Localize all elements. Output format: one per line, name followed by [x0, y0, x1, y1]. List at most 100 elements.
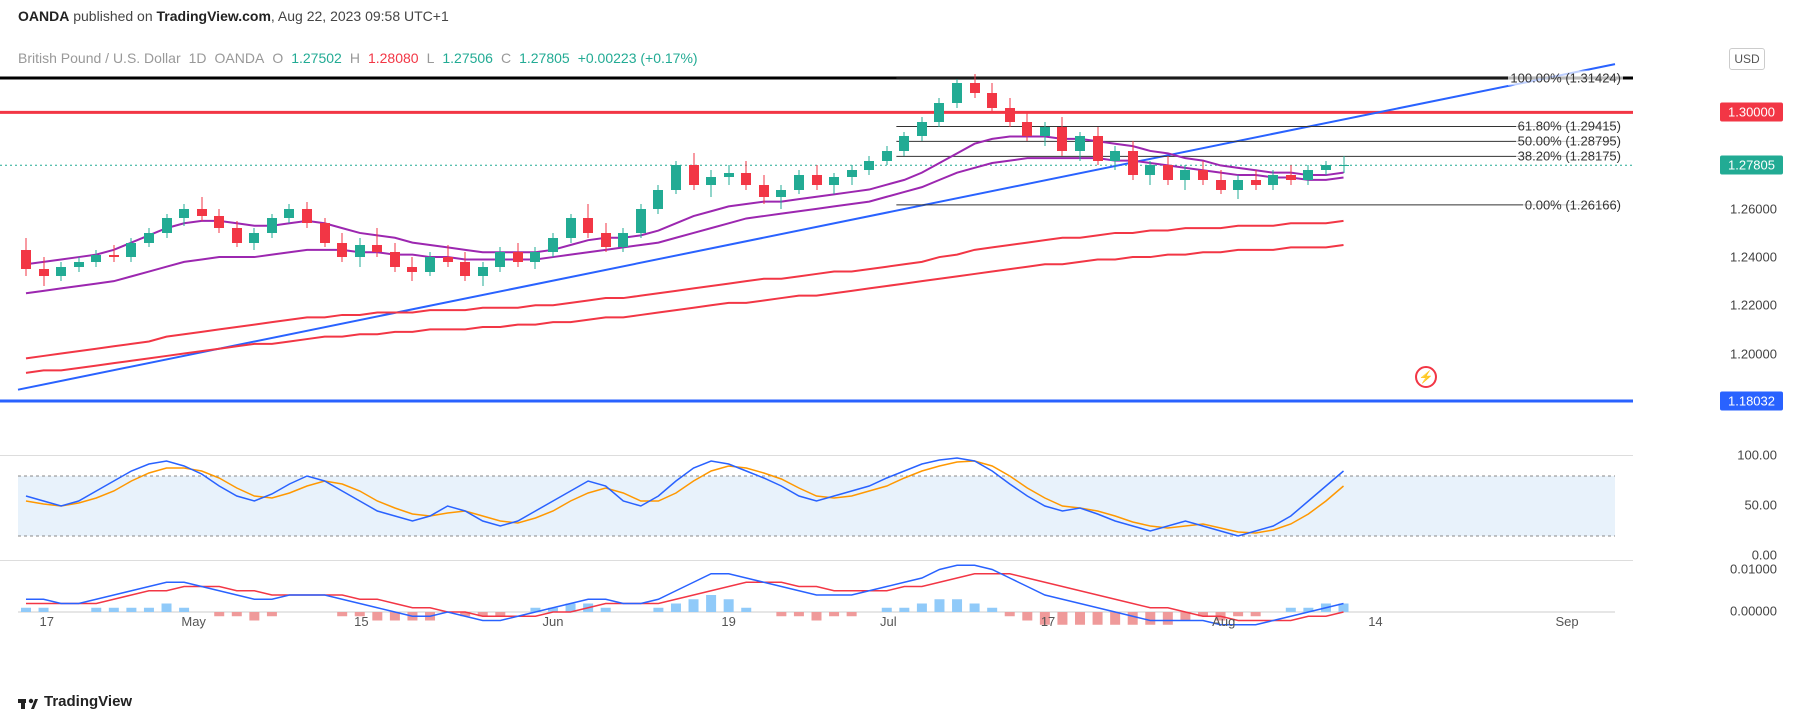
footer-brand: TradingView [18, 693, 132, 710]
candle [1268, 40, 1278, 450]
stoch-tick: 50.00 [1744, 498, 1777, 513]
candle [1321, 40, 1331, 450]
candle [636, 40, 646, 450]
candle [1198, 40, 1208, 450]
candle [513, 40, 523, 450]
candle [1251, 40, 1261, 450]
candle [1339, 40, 1349, 450]
candle [653, 40, 663, 450]
candle [460, 40, 470, 450]
candle [934, 40, 944, 450]
candle [267, 40, 277, 450]
flash-icon[interactable] [1415, 366, 1437, 388]
macd-axis: 0.00000 0.01000 [1633, 560, 1793, 645]
candle [952, 40, 962, 450]
fib-level-label: 0.00% (1.26166) [1523, 197, 1623, 212]
candle [812, 40, 822, 450]
time-tick: Jul [880, 614, 897, 629]
candle [126, 40, 136, 450]
candle [1022, 40, 1032, 450]
fib-level-label: 38.20% (1.28175) [1516, 149, 1623, 164]
candle [829, 40, 839, 450]
time-tick: 19 [721, 614, 735, 629]
candle [618, 40, 628, 450]
candle [759, 40, 769, 450]
candle [284, 40, 294, 450]
macd-tick: 0.00000 [1730, 604, 1777, 619]
candle [162, 40, 172, 450]
time-tick: Aug [1212, 614, 1235, 629]
candle [407, 40, 417, 450]
candle [1180, 40, 1190, 450]
candle [689, 40, 699, 450]
candle [970, 40, 980, 450]
price-tick: 1.20000 [1730, 346, 1777, 361]
candle [899, 40, 909, 450]
price-axis: 1.200001.220001.240001.260001.300001.278… [1633, 40, 1793, 450]
candle [1303, 40, 1313, 450]
fib-level-label: 100.00% (1.31424) [1508, 71, 1623, 86]
candle [1110, 40, 1120, 450]
candle [21, 40, 31, 450]
candle [443, 40, 453, 450]
candle [1163, 40, 1173, 450]
chart-attribution: OANDA published on TradingView.com, Aug … [18, 8, 449, 24]
candle [372, 40, 382, 450]
candle [109, 40, 119, 450]
candle [249, 40, 259, 450]
candle [179, 40, 189, 450]
candle [302, 40, 312, 450]
time-tick: 17 [40, 614, 54, 629]
candle [197, 40, 207, 450]
candle [1216, 40, 1226, 450]
candle [390, 40, 400, 450]
fib-level-label: 50.00% (1.28795) [1516, 134, 1623, 149]
candle [847, 40, 857, 450]
candle [741, 40, 751, 450]
candle [601, 40, 611, 450]
price-tick: 1.26000 [1730, 201, 1777, 216]
publisher: OANDA [18, 8, 69, 24]
candle [337, 40, 347, 450]
candle [1233, 40, 1243, 450]
macd-tick: 0.01000 [1730, 561, 1777, 576]
candle [56, 40, 66, 450]
candle [1075, 40, 1085, 450]
candle [1286, 40, 1296, 450]
stoch-tick: 100.00 [1737, 448, 1777, 463]
candle [74, 40, 84, 450]
candle [91, 40, 101, 450]
candle [530, 40, 540, 450]
tradingview-logo-icon [18, 695, 38, 709]
candle [478, 40, 488, 450]
candle [232, 40, 242, 450]
candle [1093, 40, 1103, 450]
time-axis: 17May15Jun19Jul17Aug14Sep [0, 614, 1633, 644]
candle [1057, 40, 1067, 450]
candle [1040, 40, 1050, 450]
candle [987, 40, 997, 450]
price-badge: 1.27805 [1720, 156, 1783, 175]
candle [495, 40, 505, 450]
price-chart[interactable] [0, 40, 1633, 450]
candle [39, 40, 49, 450]
price-tick: 1.22000 [1730, 298, 1777, 313]
stochastic-panel[interactable] [0, 455, 1633, 555]
time-tick: Jun [543, 614, 564, 629]
candle [425, 40, 435, 450]
price-badge: 1.18032 [1720, 391, 1783, 410]
candle [214, 40, 224, 450]
stochastic-axis: 0.0050.00100.00 [1633, 455, 1793, 555]
candle [671, 40, 681, 450]
candle [320, 40, 330, 450]
price-badge: 1.30000 [1720, 103, 1783, 122]
time-tick: 17 [1041, 614, 1055, 629]
candle [583, 40, 593, 450]
candle [355, 40, 365, 450]
time-tick: Sep [1556, 614, 1579, 629]
time-tick: May [181, 614, 206, 629]
candle [548, 40, 558, 450]
candle [1005, 40, 1015, 450]
candle [724, 40, 734, 450]
candle [1145, 40, 1155, 450]
